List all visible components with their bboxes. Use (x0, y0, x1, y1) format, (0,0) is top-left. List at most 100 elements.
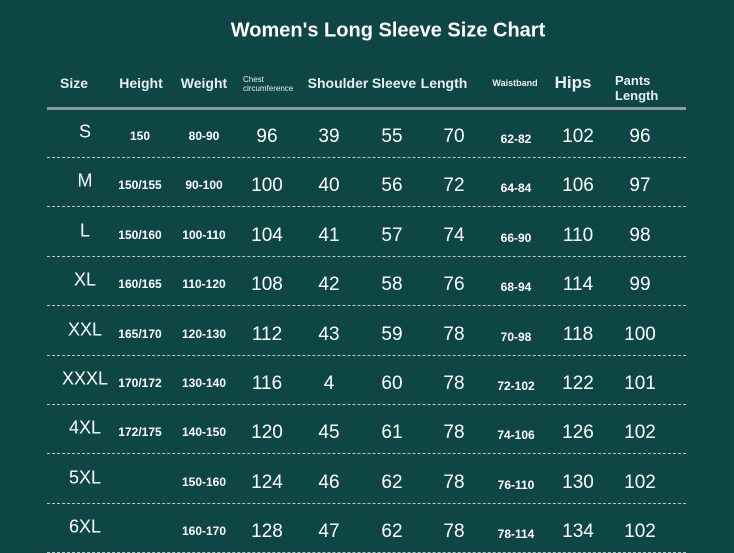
size-label: XXXL (61, 368, 109, 389)
table-cell: 98 (629, 224, 651, 246)
table-cell: 112 (251, 323, 283, 345)
table-cell: 4 (323, 373, 335, 394)
column-header: Weight (180, 75, 228, 91)
size-label: 4XL (68, 417, 102, 438)
title: Women's Long Sleeve Size Chart (230, 19, 546, 42)
table-cell: 102 (562, 126, 594, 147)
row-divider (47, 305, 686, 307)
row-divider (47, 453, 686, 455)
table-cell: 45 (318, 422, 340, 444)
table-cell: 64-84 (500, 181, 532, 196)
table-cell: 40 (318, 175, 340, 197)
table-cell: 118 (562, 323, 594, 345)
table-cell: 78 (443, 521, 465, 543)
table-cell: 62-82 (500, 132, 532, 146)
table-cell: 150 (129, 129, 151, 143)
table-cell: 160/165 (118, 277, 162, 292)
table-cell: 76 (443, 274, 465, 296)
table-cell: 60 (381, 373, 403, 394)
table-cell: 172/175 (118, 425, 162, 440)
table-cell: 74-106 (497, 428, 535, 443)
table-cell: 160-170 (181, 524, 227, 539)
row-divider (47, 255, 686, 257)
table-cell: 106 (562, 175, 594, 197)
table-cell: 165/170 (118, 326, 162, 341)
column-header: Hips (554, 73, 592, 92)
table-cell: 102 (624, 471, 656, 493)
table-cell: 62 (381, 521, 403, 543)
size-label: 5XL (68, 467, 102, 488)
table-cell: 100 (624, 323, 656, 345)
size-label: L (79, 220, 91, 241)
table-cell: 78 (443, 422, 465, 444)
table-cell: 39 (318, 126, 340, 147)
table-cell: 110 (562, 224, 594, 246)
table-cell: 78 (443, 471, 465, 493)
table-cell: 124 (251, 471, 283, 493)
table-cell: 46 (318, 471, 340, 493)
table-cell: 68-94 (500, 280, 532, 295)
table-cell: 116 (251, 373, 283, 394)
table-cell: 120-130 (181, 326, 227, 341)
table-cell: 128 (251, 521, 283, 543)
table-cell: 78-114 (497, 527, 535, 542)
table-cell: 100 (251, 175, 283, 197)
row-divider (47, 206, 686, 208)
table-cell: 104 (251, 224, 283, 246)
table-cell: 78 (443, 323, 465, 345)
column-header: Shoulder (307, 75, 369, 91)
column-header: Height (119, 75, 163, 91)
table-cell: 101 (624, 373, 656, 394)
table-cell: 120 (251, 422, 283, 444)
size-label: XXL (67, 319, 103, 340)
table-cell: 90-100 (185, 178, 223, 193)
table-cell: 96 (256, 126, 278, 147)
table-cell: 96 (629, 126, 651, 147)
size-label: S (78, 121, 92, 142)
row-divider (47, 157, 686, 158)
table-cell: 170/172 (118, 376, 162, 390)
column-header: Sleeve (371, 75, 417, 91)
table-cell: 41 (318, 224, 340, 246)
table-cell: 66-90 (500, 230, 532, 245)
column-header: Length (420, 75, 468, 91)
table-cell: 100-110 (182, 227, 226, 242)
table-cell: 102 (624, 521, 656, 543)
table-cell: 55 (381, 126, 403, 147)
row-divider (47, 404, 686, 405)
table-cell: 80-90 (188, 129, 220, 143)
table-cell: 126 (562, 422, 594, 444)
table-cell: 61 (381, 422, 403, 444)
table-cell: 56 (381, 175, 403, 197)
header-rule (47, 107, 686, 110)
table-cell: 47 (318, 521, 340, 543)
table-cell: 78 (443, 373, 465, 394)
table-cell: 150/155 (118, 178, 162, 193)
table-cell: 59 (381, 323, 403, 345)
column-header: Chest circumference (243, 75, 294, 93)
table-cell: 62 (381, 471, 403, 493)
table-cell: 110-120 (182, 277, 226, 292)
table-cell: 114 (562, 274, 594, 296)
table-cell: 108 (251, 274, 283, 296)
column-header: Size (59, 75, 89, 91)
table-cell: 130-140 (181, 376, 227, 390)
size-label: M (77, 170, 93, 191)
size-label: 6XL (68, 516, 102, 537)
column-header: Pants Length (615, 73, 659, 103)
table-cell: 72 (443, 175, 465, 197)
table-cell: 150/160 (118, 227, 162, 242)
table-cell: 57 (381, 224, 403, 246)
table-cell: 70 (443, 126, 465, 147)
table-cell: 150-160 (181, 474, 227, 489)
table-cell: 74 (443, 224, 465, 246)
table-cell: 122 (562, 373, 594, 394)
size-label: XL (73, 269, 97, 290)
table-cell: 99 (629, 274, 651, 296)
table-cell: 70-98 (500, 329, 532, 344)
column-header: Waistband (492, 78, 538, 88)
table-cell: 97 (629, 175, 651, 197)
row-divider (47, 502, 686, 504)
table-cell: 43 (318, 323, 340, 345)
table-cell: 42 (318, 274, 340, 296)
